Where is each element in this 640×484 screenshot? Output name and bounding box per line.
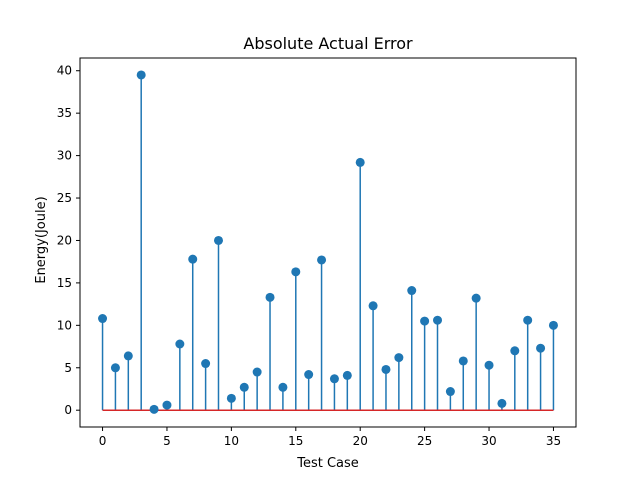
axes: 0 5 10 15 20 25 30 35 0 5 10 15 20 25 30 35 40 (57, 57, 577, 448)
x-tick-label-6: 30 (481, 434, 496, 448)
stem-marker-24 (407, 286, 417, 296)
x-axis-label: Test Case (296, 456, 359, 471)
stem-marker-11 (239, 382, 249, 392)
stem-marker-1 (110, 363, 120, 373)
y-axis-label: Energy(Joule) (34, 196, 49, 283)
x-tick-label-0: 0 (99, 434, 107, 448)
stem-marker-16 (304, 370, 314, 380)
plot-frame (79, 57, 577, 428)
stem-marker-0 (98, 314, 108, 324)
y-tick-label-2: 10 (57, 318, 72, 332)
stem-marker-31 (497, 398, 507, 408)
x-tick-label-4: 20 (353, 434, 368, 448)
stem-marker-10 (226, 393, 236, 403)
stem-marker-4 (149, 404, 159, 414)
stem-marker-15 (291, 267, 301, 277)
stem-marker-3 (136, 70, 146, 80)
stem-marker-18 (329, 374, 339, 384)
stem-marker-33 (523, 315, 533, 325)
y-tick-label-4: 20 (57, 233, 72, 247)
stem-marker-5 (162, 400, 172, 410)
x-tick-label-5: 25 (417, 434, 432, 448)
y-tick-label-6: 30 (57, 149, 72, 163)
y-tick-label-8: 40 (57, 64, 72, 78)
stem-marker-30 (484, 360, 494, 370)
x-tick-label-3: 15 (288, 434, 303, 448)
stem-marker-29 (471, 293, 481, 303)
x-tick-label-7: 35 (546, 434, 561, 448)
stem-marker-14 (278, 382, 288, 392)
x-tick-label-2: 10 (224, 434, 239, 448)
stem-marker-8 (201, 359, 211, 369)
stem-marker-13 (265, 292, 275, 302)
stem-marker-32 (510, 346, 520, 356)
stem-marker-21 (368, 301, 378, 311)
stem-marker-27 (445, 387, 455, 397)
stem-marker-34 (536, 343, 546, 353)
chart-title: Absolute Actual Error (243, 34, 413, 53)
stem-marker-28 (458, 356, 468, 366)
stem-marker-2 (123, 351, 133, 361)
stem-marker-35 (548, 320, 558, 330)
stem-marker-12 (252, 367, 262, 377)
stem-marker-26 (433, 315, 443, 325)
stem-marker-25 (420, 316, 430, 326)
stem-marker-23 (394, 353, 404, 363)
y-tick-label-0: 0 (64, 403, 72, 417)
y-tick-label-7: 35 (57, 106, 72, 120)
stem-marker-20 (355, 157, 365, 167)
x-tick-label-1: 5 (163, 434, 171, 448)
y-tick-label-1: 5 (64, 361, 72, 375)
y-tick-label-5: 25 (57, 191, 72, 205)
y-tick-label-3: 15 (57, 276, 72, 290)
stem-marker-17 (317, 255, 327, 265)
stem-marker-22 (381, 364, 391, 374)
chart-marks (98, 70, 558, 414)
stem-marker-6 (175, 339, 185, 349)
stem-marker-19 (342, 370, 352, 380)
stem-marker-7 (188, 254, 198, 264)
stem-marker-9 (213, 235, 223, 245)
